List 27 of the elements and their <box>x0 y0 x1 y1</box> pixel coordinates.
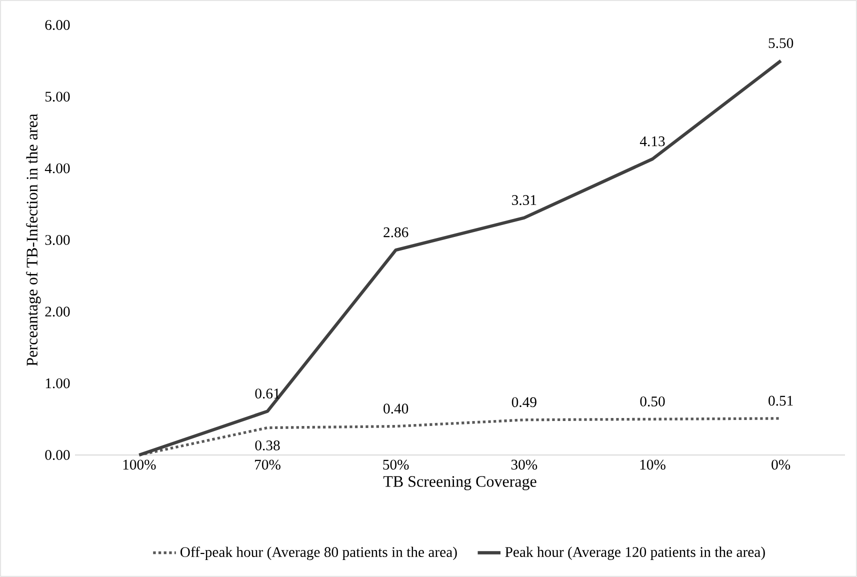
x-tick-label: 10% <box>640 460 666 470</box>
x-tick-label: 30% <box>511 460 538 470</box>
y-tick-label: 0.00 <box>45 450 70 460</box>
y-tick-label: 4.00 <box>44 163 70 174</box>
y-tick-label: 3.00 <box>45 235 70 245</box>
data-label: 3.31 <box>512 195 536 206</box>
data-label: 0.50 <box>640 396 665 406</box>
legend-label: Off-peak hour (Average 80 patients in the area) <box>180 546 457 560</box>
legend-label: Peak hour (Average 120 patients in the area) <box>505 546 765 560</box>
data-label: 0.38 <box>255 440 280 450</box>
data-label: 0.40 <box>384 404 408 414</box>
x-tick-label: 100% <box>123 460 156 470</box>
y-tick-label: 1.00 <box>46 378 70 388</box>
y-tick-label: 2.00 <box>45 306 70 317</box>
data-label: 2.86 <box>384 227 408 238</box>
y-tick-label: 5.00 <box>45 92 70 102</box>
data-label: 0.51 <box>768 396 793 406</box>
x-tick-label: 70% <box>255 460 280 470</box>
x-tick-label: 50% <box>383 460 409 470</box>
data-label: 5.50 <box>768 38 794 48</box>
x-axis-title: TB Screening Coverage <box>383 476 536 490</box>
y-axis-title: Perceantage of TB-Infection in the area <box>26 114 41 366</box>
data-label: 0.61 <box>255 388 280 399</box>
x-tick-label: 0% <box>772 460 790 470</box>
y-tick-label: 6.00 <box>45 20 70 30</box>
data-label: 0.49 <box>512 397 536 408</box>
data-label: 4.13 <box>640 136 665 146</box>
